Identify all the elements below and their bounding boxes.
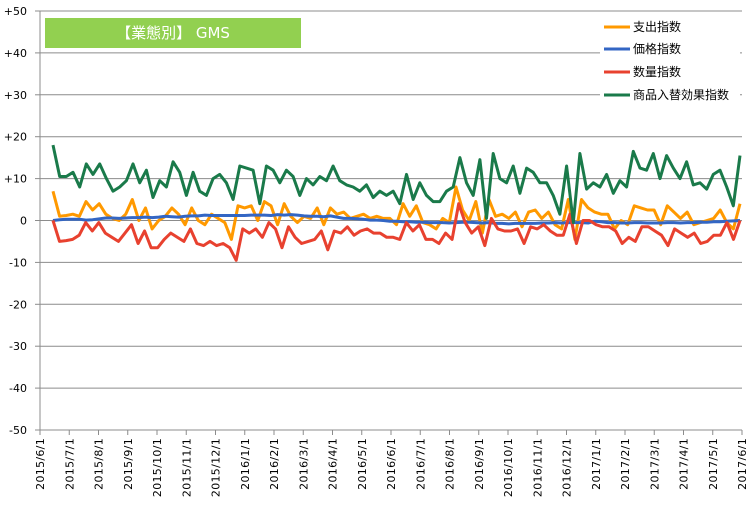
x-tick-label: 2015/12/1 — [210, 438, 223, 497]
title-background — [45, 18, 301, 48]
x-tick-label: 2016/6/1 — [385, 438, 398, 490]
x-tick-label: 2017/3/1 — [648, 438, 661, 490]
x-tick-label: 2016/2/1 — [268, 438, 281, 490]
y-tick-label: -50 — [9, 424, 27, 437]
x-tick-label: 2015/10/1 — [151, 438, 164, 497]
x-tick-label: 2016/12/1 — [561, 438, 574, 497]
x-tick-label: 2016/7/1 — [414, 438, 427, 490]
chart-title: 【業態別】 GMS — [116, 24, 230, 42]
x-tick-label: 2016/11/1 — [531, 438, 544, 497]
x-tick-label: 2016/8/1 — [444, 438, 457, 490]
y-tick-label: +30 — [4, 89, 27, 102]
x-tick-label: 2015/8/1 — [93, 438, 106, 490]
x-tick-label: 2017/6/1 — [736, 438, 746, 490]
x-tick-label: 2016/4/1 — [327, 438, 340, 490]
x-tick-label: 2016/1/1 — [239, 438, 252, 490]
legend-label: 数量指数 — [633, 64, 681, 79]
y-tick-label: -30 — [9, 340, 27, 353]
x-axis: 2015/6/1 2015/7/1 2015/8/1 2015/9/1 2015/10/… — [34, 430, 746, 497]
series-line-1 — [52, 213, 741, 226]
x-tick-label: 2016/5/1 — [356, 438, 369, 490]
y-tick-label: +50 — [4, 5, 27, 18]
series-lines — [51, 144, 742, 262]
x-tick-label: 2017/2/1 — [619, 438, 632, 490]
legend-label: 価格指数 — [633, 41, 681, 56]
y-tick-label: -40 — [9, 382, 27, 395]
y-tick-label: -20 — [9, 298, 27, 311]
x-tick-label: 2015/7/1 — [63, 438, 76, 490]
legend-background — [600, 14, 740, 106]
y-tick-label: 0 — [20, 215, 27, 228]
x-tick-label: 2016/9/1 — [473, 438, 486, 490]
x-tick-label: 2016/3/1 — [297, 438, 310, 490]
y-tick-label: +10 — [4, 173, 27, 186]
legend-label: 商品入替効果指数 — [633, 87, 729, 102]
series-line-3 — [51, 144, 742, 225]
chart-title-box: 【業態別】 GMS — [45, 18, 301, 48]
x-tick-label: 2015/9/1 — [122, 438, 135, 490]
series-line-2 — [51, 202, 742, 262]
y-axis: +50 +40 +30 +20 +10 0 -10 -20 -30 -40 -50 — [4, 5, 41, 437]
y-tick-label: +40 — [4, 47, 27, 60]
x-tick-label: 2015/11/1 — [180, 438, 193, 497]
legend-label: 支出指数 — [633, 19, 681, 34]
y-tick-label: +20 — [4, 131, 27, 144]
x-tick-label: 2017/1/1 — [590, 438, 603, 490]
x-tick-label: 2017/4/1 — [678, 438, 691, 490]
x-tick-label: 2017/5/1 — [707, 438, 720, 490]
x-tick-label: 2016/10/1 — [502, 438, 515, 497]
x-tick-label: 2015/6/1 — [34, 438, 47, 490]
y-tick-label: -10 — [9, 256, 27, 269]
